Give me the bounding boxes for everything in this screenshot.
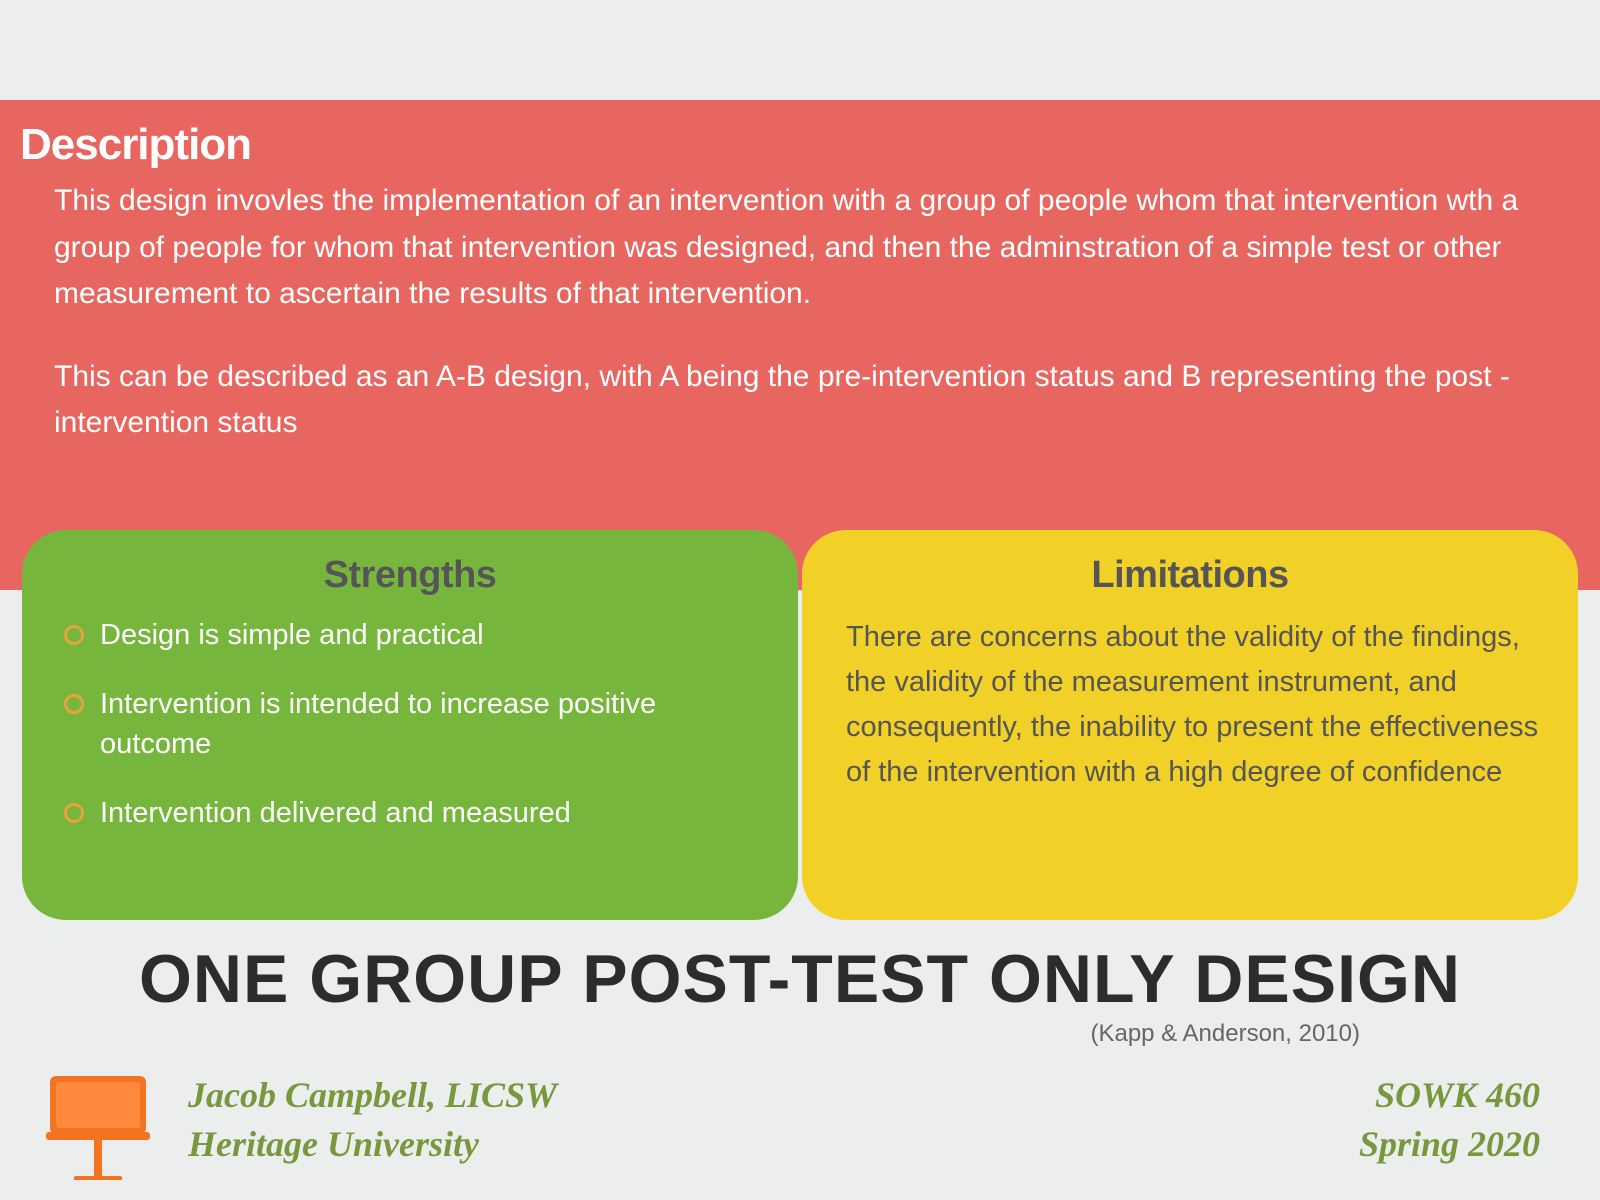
- list-item: Intervention delivered and measured: [60, 793, 760, 834]
- strengths-panel: Strengths Design is simple and practical…: [22, 530, 798, 920]
- footer: Jacob Campbell, LICSW Heritage Universit…: [38, 1060, 1540, 1180]
- strengths-heading: Strengths: [60, 554, 760, 597]
- list-item: Design is simple and practical: [60, 615, 760, 656]
- description-heading: Description: [20, 120, 1548, 170]
- page-title: ONE GROUP POST-TEST ONLY DESIGN: [0, 940, 1600, 1018]
- panels-row: Strengths Design is simple and practical…: [22, 530, 1578, 920]
- course-block: SOWK 460 Spring 2020: [1359, 1071, 1540, 1168]
- limitations-heading: Limitations: [840, 554, 1540, 597]
- course-code: SOWK 460: [1359, 1071, 1540, 1120]
- citation: (Kapp & Anderson, 2010): [1090, 1020, 1360, 1048]
- list-item: Intervention is intended to increase pos…: [60, 684, 760, 765]
- strengths-list: Design is simple and practical Intervent…: [60, 615, 760, 833]
- limitations-body: There are concerns about the validity of…: [840, 615, 1540, 795]
- description-panel: Description This design invovles the imp…: [0, 100, 1600, 590]
- description-body: This design invovles the implementation …: [20, 178, 1548, 447]
- description-para-2: This can be described as an A-B design, …: [54, 354, 1548, 447]
- course-term: Spring 2020: [1359, 1120, 1540, 1169]
- author-institution: Heritage University: [188, 1120, 557, 1169]
- limitations-panel: Limitations There are concerns about the…: [802, 530, 1578, 920]
- description-para-1: This design invovles the implementation …: [54, 178, 1548, 318]
- author-name: Jacob Campbell, LICSW: [188, 1071, 557, 1120]
- presentation-sign-icon: [38, 1070, 158, 1180]
- author-block: Jacob Campbell, LICSW Heritage Universit…: [188, 1071, 557, 1168]
